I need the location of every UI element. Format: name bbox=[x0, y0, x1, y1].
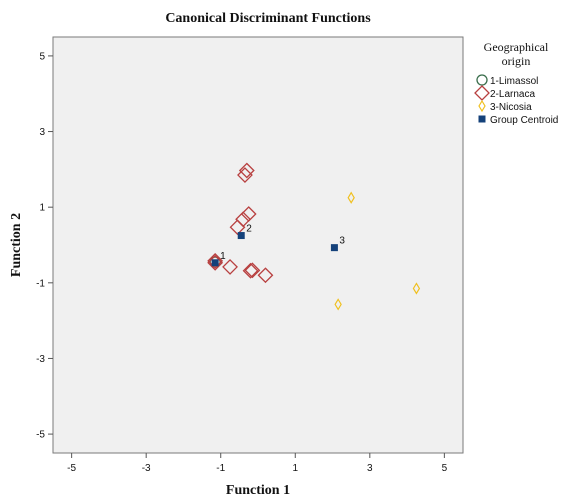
data-point bbox=[242, 262, 259, 279]
legend-title-line-1: Geographical bbox=[484, 40, 549, 54]
y-tick-label: 1 bbox=[39, 203, 45, 214]
x-axis-label: Function 1 bbox=[226, 483, 290, 498]
data-point bbox=[207, 254, 224, 271]
data-point bbox=[347, 191, 355, 204]
y-tick-label: 3 bbox=[39, 127, 45, 138]
legend-marker bbox=[478, 99, 486, 113]
legend-label: 2-Larnaca bbox=[490, 89, 535, 100]
centroid-point bbox=[330, 244, 338, 252]
data-point bbox=[229, 219, 246, 236]
x-tick-label: -3 bbox=[142, 463, 151, 474]
centroid-label: 2 bbox=[246, 224, 252, 235]
y-tick-label: 5 bbox=[39, 51, 45, 62]
data-point bbox=[334, 298, 342, 311]
x-tick-label: -1 bbox=[216, 463, 225, 474]
legend-marker bbox=[478, 115, 486, 123]
data-point bbox=[222, 259, 238, 275]
x-tick-label: 1 bbox=[292, 463, 298, 474]
legend-label: 1-Limassol bbox=[490, 76, 538, 87]
legend-marker bbox=[474, 85, 490, 101]
legend-label: 3-Nicosia bbox=[490, 102, 532, 113]
data-marks: 1 2 3 bbox=[207, 162, 421, 311]
y-tick-label: -3 bbox=[36, 354, 45, 365]
centroid-label: 1 bbox=[220, 251, 226, 262]
chart-title: Canonical Discriminant Functions bbox=[165, 11, 371, 26]
x-tick-label: 5 bbox=[442, 463, 448, 474]
legend: Geographical origin 1-Limassol 2-Larnaca 3… bbox=[474, 40, 558, 126]
centroid-point bbox=[211, 259, 219, 267]
data-point bbox=[238, 162, 255, 179]
data-point bbox=[244, 262, 261, 279]
data-point bbox=[207, 252, 224, 269]
data-point bbox=[257, 267, 274, 284]
plot-area bbox=[52, 36, 464, 454]
y-tick-label: -5 bbox=[36, 430, 45, 441]
data-point bbox=[412, 282, 421, 295]
x-tick-label: -5 bbox=[67, 463, 76, 474]
y-axis-label: Function 2 bbox=[9, 213, 24, 277]
legend-label: Group Centroid bbox=[490, 115, 558, 126]
centroid-label: 3 bbox=[339, 236, 345, 247]
legend-title-line-2: origin bbox=[502, 54, 531, 68]
legend-marker bbox=[476, 74, 488, 86]
axes: -5 -3 -1 1 3 5 -5 -3 -1 1 3 5 bbox=[36, 51, 447, 474]
x-tick-label: 3 bbox=[367, 463, 373, 474]
centroid-point bbox=[237, 232, 245, 240]
data-point bbox=[237, 167, 253, 183]
y-tick-label: -1 bbox=[36, 278, 45, 289]
